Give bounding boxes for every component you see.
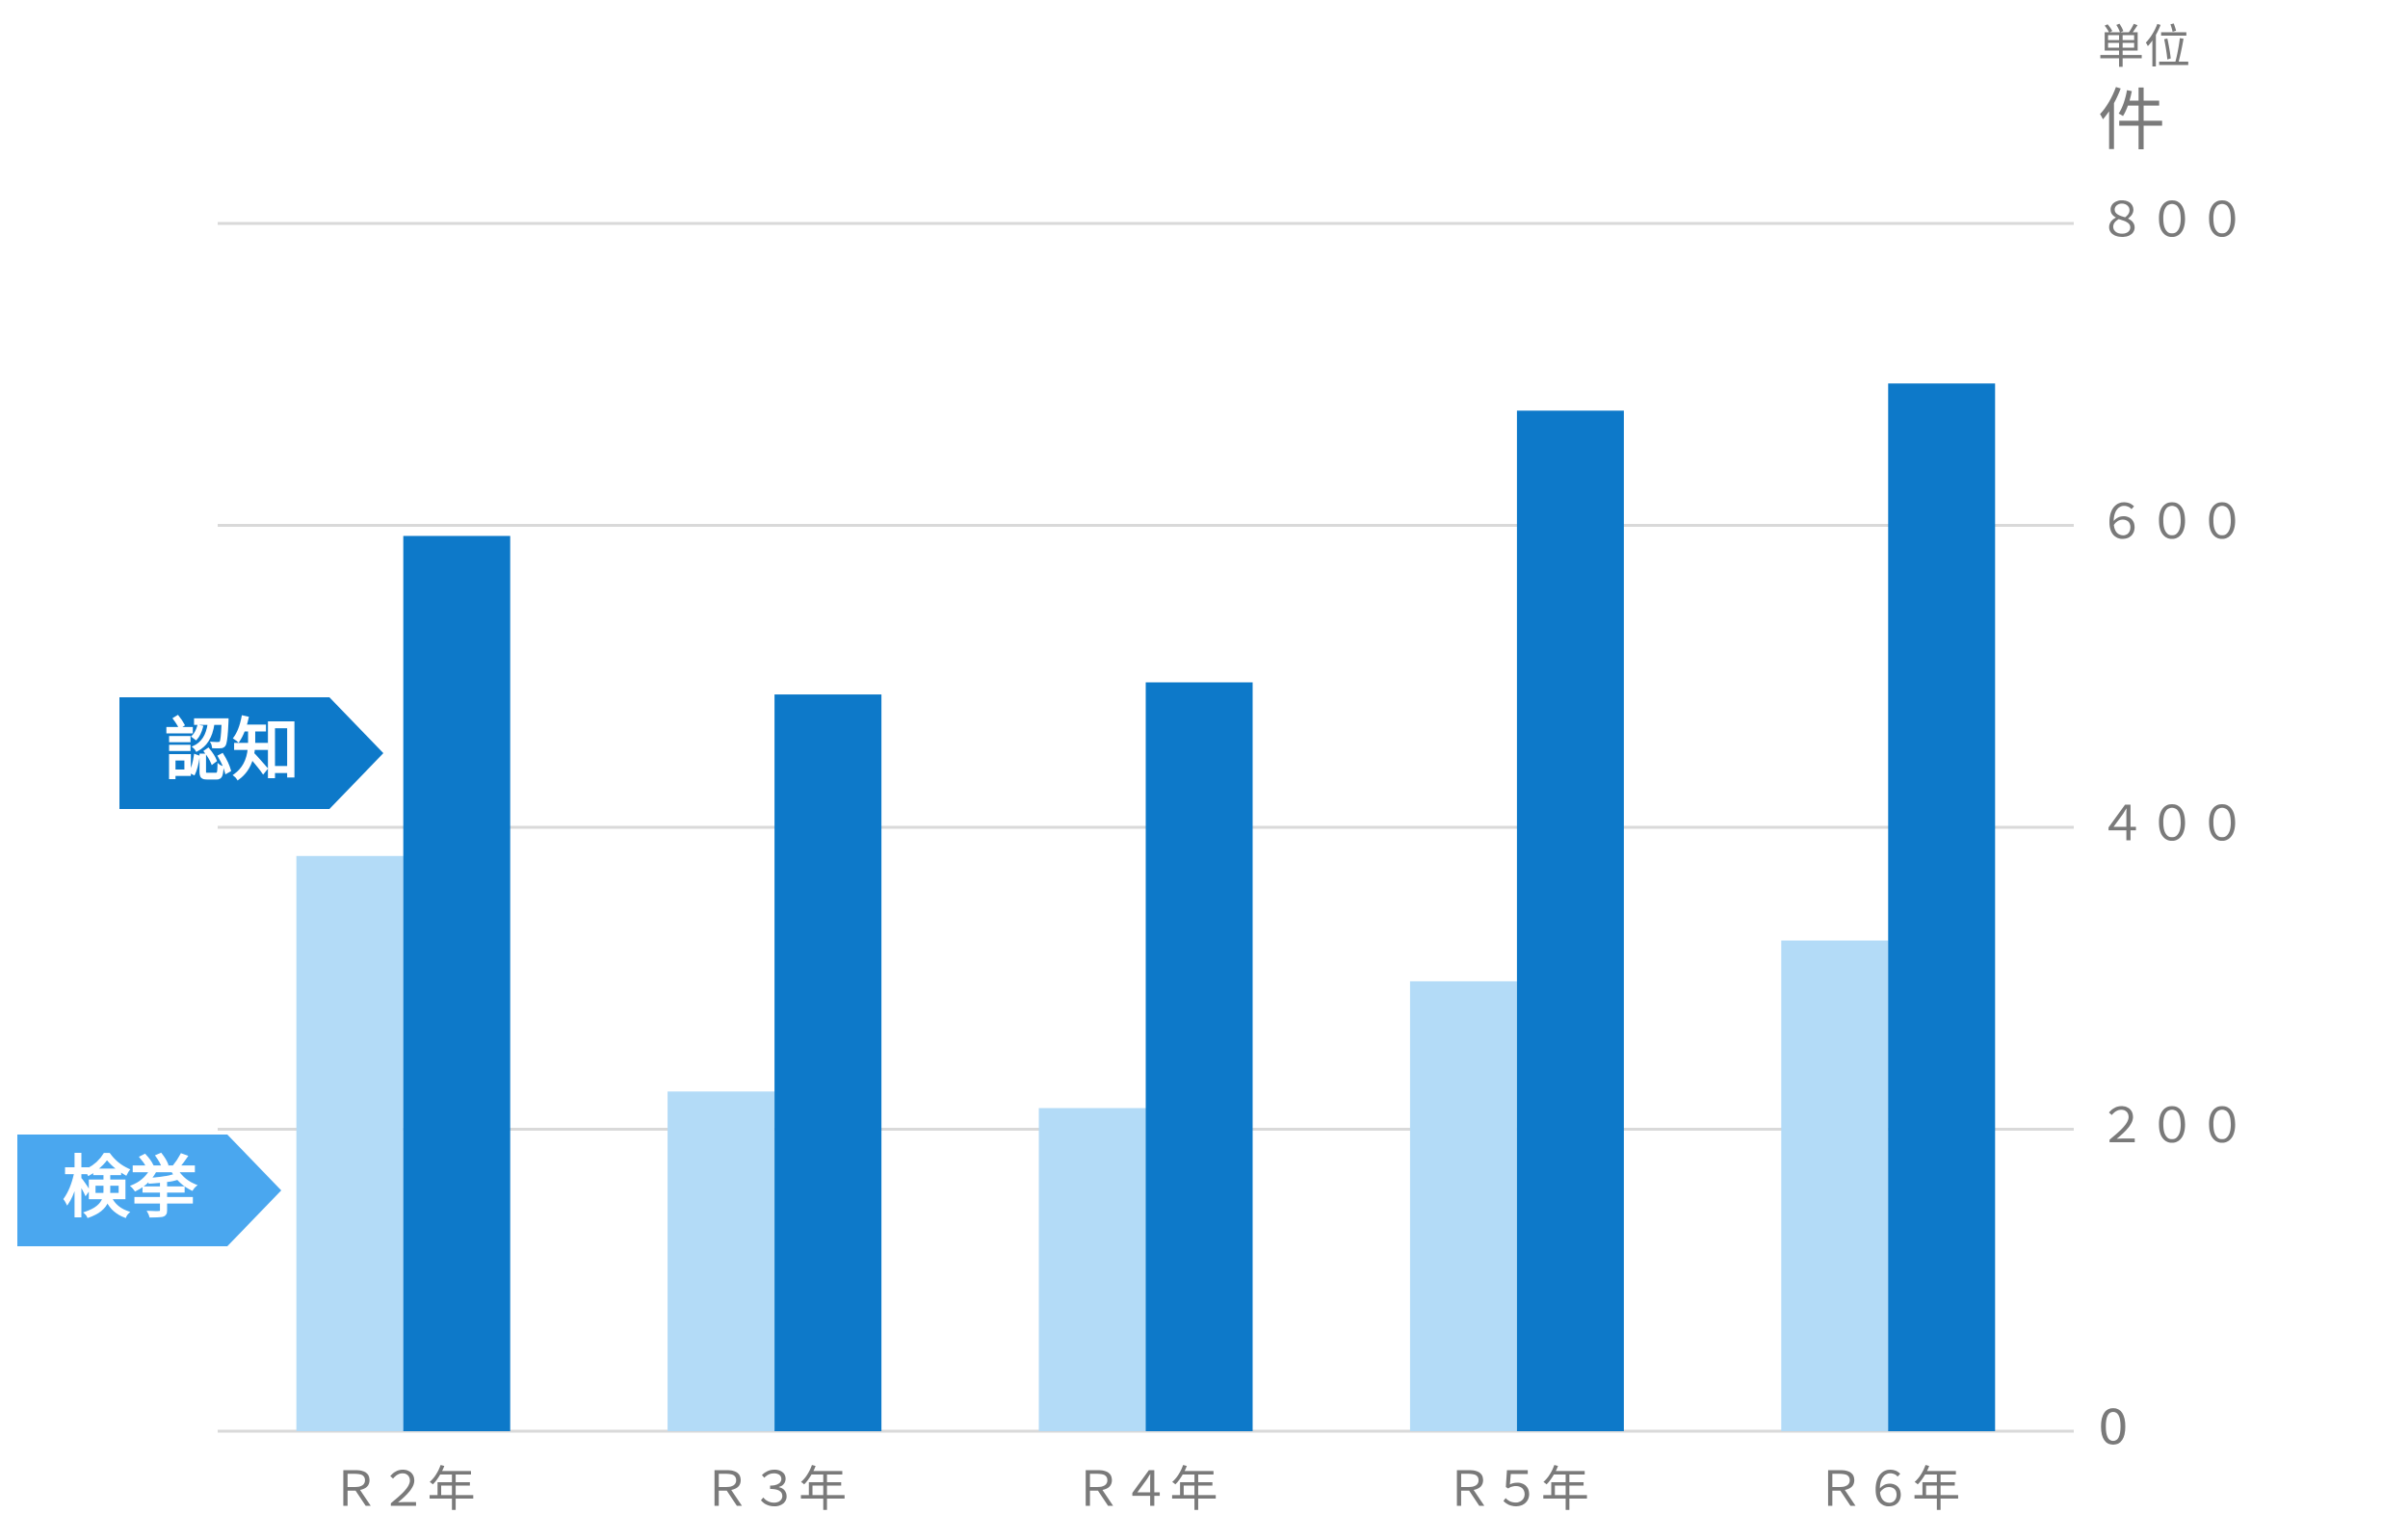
bar	[1038, 1108, 1146, 1431]
bar	[1516, 410, 1624, 1431]
x-tick-label: Ｒ４年	[1074, 1462, 1218, 1518]
bar	[667, 1091, 775, 1431]
bar	[1145, 682, 1253, 1431]
y-tick-label: ４００	[2098, 796, 2248, 852]
legend-tag	[17, 1135, 281, 1246]
bar	[1781, 940, 1889, 1431]
unit-label: 単位	[2098, 20, 2190, 74]
legend-label: 検挙	[63, 1148, 197, 1227]
y-tick-label: ６００	[2098, 494, 2248, 550]
x-tick-label: Ｒ６年	[1816, 1462, 1960, 1518]
bar	[774, 694, 882, 1431]
bar	[296, 855, 404, 1431]
bar	[403, 535, 510, 1431]
unit: 件	[2098, 81, 2165, 160]
x-tick-label: Ｒ５年	[1445, 1462, 1589, 1518]
legend-label: 認知	[165, 711, 300, 790]
bar	[1409, 980, 1517, 1431]
bar	[1888, 383, 1996, 1431]
legend-tag	[119, 697, 383, 809]
x-tick-label: Ｒ２年	[331, 1462, 476, 1518]
y-tick-label: ２００	[2098, 1098, 2248, 1154]
x-tick-label: Ｒ３年	[702, 1462, 847, 1518]
y-tick-label: 0	[2098, 1400, 2129, 1456]
y-tick-label: ８００	[2098, 193, 2248, 248]
